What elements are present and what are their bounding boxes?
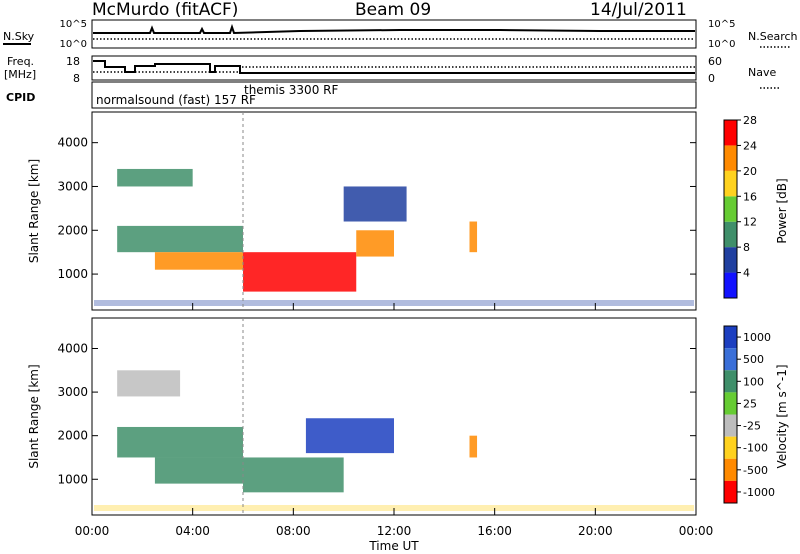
echo-region-4 xyxy=(305,418,394,454)
colorbar-label: Power [dB] xyxy=(775,178,789,243)
y-tick-label: 3000 xyxy=(57,385,88,399)
echo-region-3 xyxy=(243,252,357,292)
y-axis-label: Slant Range [km] xyxy=(27,159,41,263)
echo-region-0 xyxy=(117,370,181,397)
frequency-panel xyxy=(91,55,697,81)
echo-region-1 xyxy=(117,225,243,253)
x-tick-label: 12:00 xyxy=(377,524,412,538)
echo-region-0 xyxy=(117,168,193,187)
nsky-tick-low: 10^0 xyxy=(60,39,87,50)
colorbar-segment xyxy=(724,145,737,171)
y-tick-label: 4000 xyxy=(57,342,88,356)
echo-region-2 xyxy=(154,457,243,484)
colorbar-tick-label: -100 xyxy=(743,442,768,455)
beam-title: Beam 09 xyxy=(355,0,431,20)
x-tick-label: 04:00 xyxy=(175,524,210,538)
echo-region-4 xyxy=(356,230,394,257)
colorbar-tick-label: -25 xyxy=(743,420,761,433)
colorbar-segment xyxy=(724,458,737,481)
colorbar-frame xyxy=(723,119,738,299)
x-axis-label: Time UT xyxy=(368,539,419,553)
colorbar-tick-label: 28 xyxy=(743,114,757,127)
colorbar-tick-label: 1000 xyxy=(743,331,771,344)
colorbar-tick-label: 4 xyxy=(743,267,750,280)
station-title: McMurdo (fitACF) xyxy=(92,0,238,20)
colorbar-segment xyxy=(724,414,737,437)
x-tick-label: 20:00 xyxy=(578,524,613,538)
y-axis-label: Slant Range [km] xyxy=(27,364,41,468)
colorbar-segment xyxy=(724,170,737,197)
colorbar-segment xyxy=(724,370,737,393)
x-tick-label: 16:00 xyxy=(477,524,512,538)
cpid-entry-themis: themis 3300 RF xyxy=(244,83,338,97)
colorbar-tick-label: 500 xyxy=(743,353,764,366)
y-tick-label: 1000 xyxy=(57,472,88,486)
y-tick-label: 3000 xyxy=(57,179,88,193)
echo-region-5 xyxy=(469,435,478,458)
nsky-label: N.Sky xyxy=(3,30,35,43)
colorbar-tick-label: 25 xyxy=(743,397,757,410)
cpid-entry-normalsound: normalsound (fast) 157 RF xyxy=(96,93,256,107)
colorbar-segment xyxy=(724,480,737,503)
echo-region-2 xyxy=(154,252,243,270)
nave-trace xyxy=(93,66,695,73)
colorbar-segment xyxy=(724,221,737,248)
freq-tick-low: 8 xyxy=(73,72,80,85)
y-tick-label: 4000 xyxy=(57,136,88,150)
x-tick-label: 08:00 xyxy=(276,524,311,538)
nave-label: Nave xyxy=(748,66,776,79)
colorbar-segment xyxy=(724,120,737,146)
colorbar-tick-label: 20 xyxy=(743,165,757,178)
noise-panel xyxy=(91,19,697,49)
colorbar-segment xyxy=(724,436,737,459)
y-tick-label: 2000 xyxy=(57,223,88,237)
freq-label-line2: [MHz] xyxy=(4,68,36,81)
x-tick-label: 00:00 xyxy=(679,524,714,538)
power-panel: 1000 2000 3000 4000 Slant Range [km] 4 8 12 16 20… xyxy=(27,111,789,311)
colorbar-segment xyxy=(724,272,737,298)
y-tick-label: 2000 xyxy=(57,429,88,443)
echo-region-3 xyxy=(243,457,344,493)
colorbar-tick-label: 8 xyxy=(743,241,750,254)
colorbar-frame xyxy=(723,325,738,504)
frequency-trace xyxy=(93,60,695,74)
nsearch-label: N.Search xyxy=(748,30,798,43)
nsky-tick-high: 10^5 xyxy=(60,19,87,30)
freq-tick-high: 18 xyxy=(66,55,80,68)
colorbar-tick-label: 24 xyxy=(743,139,757,152)
nave-tick-low: 0 xyxy=(708,72,715,85)
noise-sky-trace xyxy=(93,23,695,35)
panel-frame xyxy=(91,317,697,516)
y-tick-label: 1000 xyxy=(57,267,88,281)
colorbar-segment xyxy=(724,196,737,222)
nave-tick-high: 60 xyxy=(708,55,722,68)
time-axis: 00:00 04:00 08:00 12:00 16:00 20:00 00:00 xyxy=(75,524,714,538)
colorbar-tick-label: -500 xyxy=(743,464,768,477)
colorbar-label: Velocity [m s^-1] xyxy=(775,364,789,468)
velocity-panel: 1000 2000 3000 4000 Slant Range [km] 1000 500 1… xyxy=(27,317,789,516)
colorbar-segment xyxy=(724,348,737,371)
date-title: 14/Jul/2011 xyxy=(590,0,687,20)
freq-label-line1: Freq. xyxy=(7,55,34,68)
x-tick-label: 00:00 xyxy=(75,524,110,538)
nsearch-tick-high: 10^5 xyxy=(708,19,735,30)
colorbar-segment xyxy=(724,247,737,273)
echo-region-6 xyxy=(469,221,478,253)
echo-region-5 xyxy=(343,186,407,222)
colorbar-tick-label: -1000 xyxy=(743,486,775,499)
colorbar-segment xyxy=(724,326,737,349)
colorbar-segment xyxy=(724,392,737,415)
colorbar-tick-label: 12 xyxy=(743,216,757,229)
cpid-panel xyxy=(91,81,697,109)
echo-region-1 xyxy=(117,426,243,458)
cpid-label: CPID xyxy=(6,91,35,104)
colorbar-tick-label: 16 xyxy=(743,190,757,203)
nsearch-tick-low: 10^0 xyxy=(708,39,735,50)
colorbar-tick-label: 100 xyxy=(743,375,764,388)
